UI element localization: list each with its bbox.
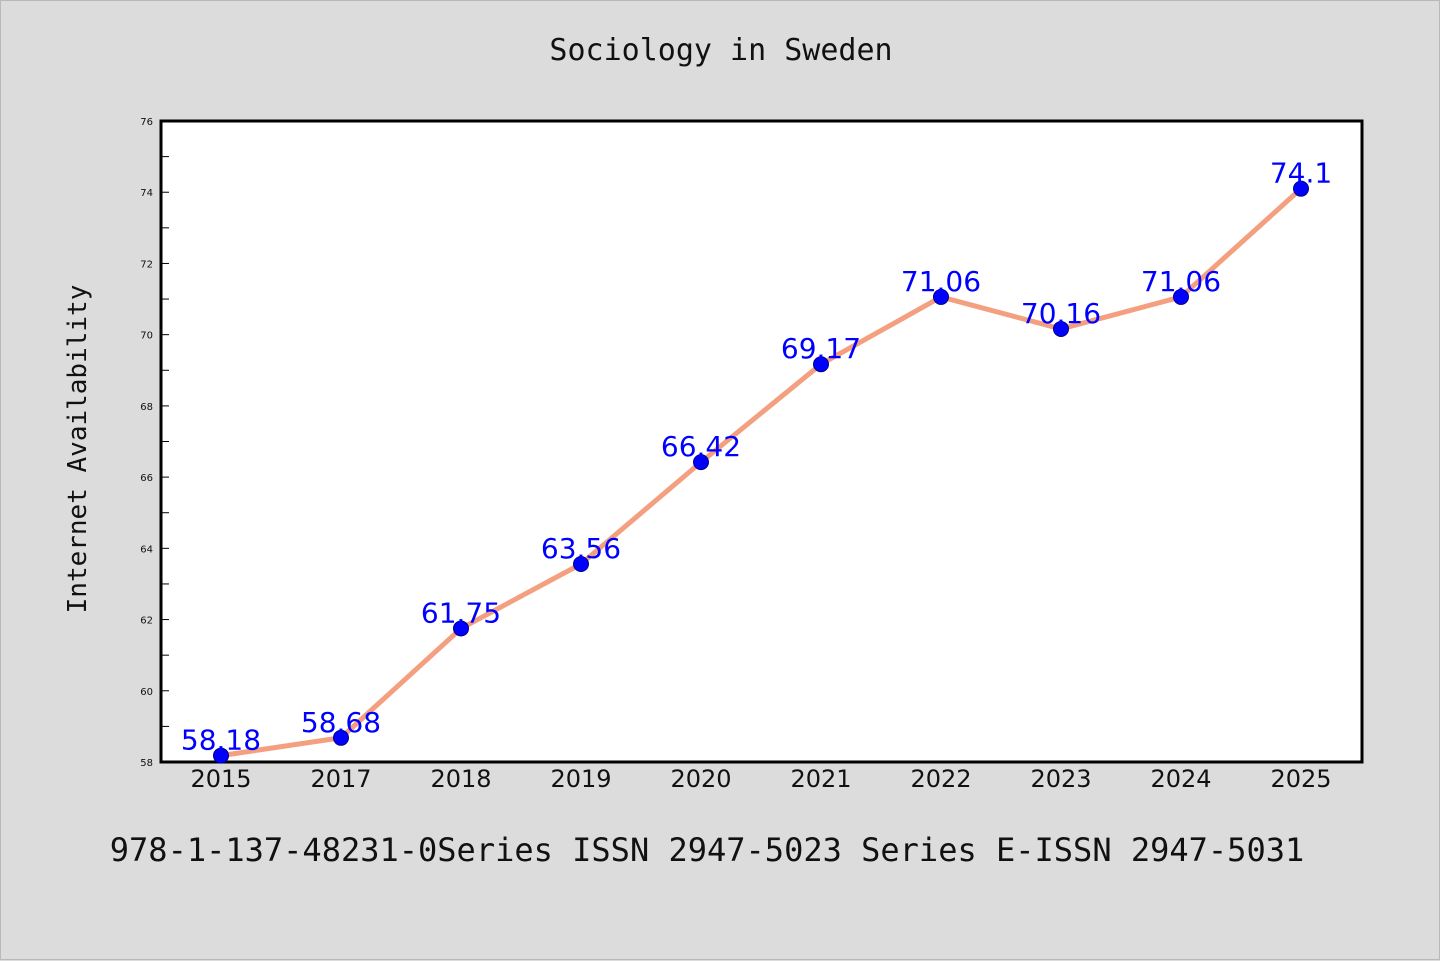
data-point <box>453 620 469 637</box>
plot-area <box>159 119 1364 764</box>
data-label: 61.75 <box>421 596 501 629</box>
data-label: 63.56 <box>541 532 621 565</box>
data-point <box>573 556 589 573</box>
y-tick-label: 62 <box>140 616 153 627</box>
y-tick-label: 66 <box>140 473 153 484</box>
data-label: 58.68 <box>301 706 381 739</box>
data-labels-group: 58.18 58.68 61.75 63.56 66.42 69.17 71.06 70.16… <box>181 157 1332 757</box>
x-axis: 2015 2017 2018 2019 2020 2021 2022 2023 2024 2025 <box>190 765 1331 793</box>
data-label: 71.06 <box>1141 265 1221 298</box>
data-label: 69.17 <box>781 332 861 365</box>
data-label: 58.18 <box>181 724 261 757</box>
series-line <box>220 186 1303 759</box>
footer-isbn-text: 978-1-137-48231-0Series ISSN 2947-5023 S… <box>109 831 1305 869</box>
x-tick-label: 2025 <box>1270 765 1331 793</box>
data-point <box>1293 180 1309 197</box>
y-tick-label: 70 <box>140 331 153 342</box>
y-tick-label: 60 <box>140 687 153 698</box>
x-tick-label: 2020 <box>670 765 731 793</box>
data-point <box>1173 288 1189 305</box>
data-point <box>693 454 709 471</box>
x-tick-label: 2019 <box>550 765 611 793</box>
data-label: 70.16 <box>1021 297 1101 330</box>
x-tick-label: 2018 <box>430 765 491 793</box>
data-point <box>333 729 349 746</box>
x-tick-label: 2022 <box>910 765 971 793</box>
data-label: 66.42 <box>661 430 741 463</box>
y-tick-label: 72 <box>140 259 153 270</box>
data-point <box>813 356 829 373</box>
x-tick-label: 2023 <box>1030 765 1091 793</box>
y-axis: 58 60 62 64 66 68 70 72 74 76 <box>140 117 169 769</box>
x-tick-label: 2017 <box>310 765 371 793</box>
data-point <box>1053 320 1069 337</box>
data-point <box>933 288 949 305</box>
data-label: 74.1 <box>1270 157 1332 190</box>
y-tick-label: 64 <box>140 544 153 555</box>
chart-title: Sociology in Sweden <box>549 33 893 68</box>
y-tick-label: 76 <box>140 117 153 128</box>
y-tick-label: 58 <box>140 758 153 769</box>
y-tick-label: 68 <box>140 402 153 413</box>
data-point <box>213 747 229 764</box>
x-tick-label: 2021 <box>790 765 851 793</box>
y-tick-label: 74 <box>140 188 153 199</box>
x-tick-label: 2024 <box>1150 765 1211 793</box>
data-label: 71.06 <box>901 265 981 298</box>
x-tick-label: 2015 <box>190 765 251 793</box>
series-group <box>213 180 1309 764</box>
